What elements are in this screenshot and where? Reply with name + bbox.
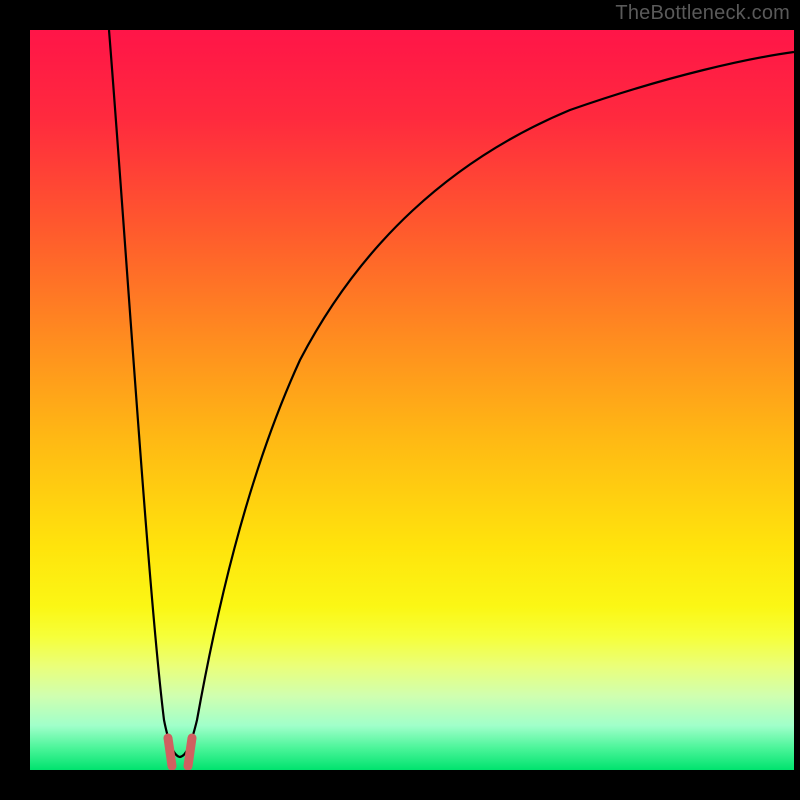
- watermark-text: TheBottleneck.com: [615, 2, 790, 25]
- outer-frame: TheBottleneck.com: [0, 0, 800, 800]
- plot-area: [30, 30, 794, 770]
- marker-right: [188, 738, 192, 766]
- chart-svg: [30, 30, 794, 770]
- marker-left: [168, 738, 172, 766]
- chart-background: [30, 30, 794, 770]
